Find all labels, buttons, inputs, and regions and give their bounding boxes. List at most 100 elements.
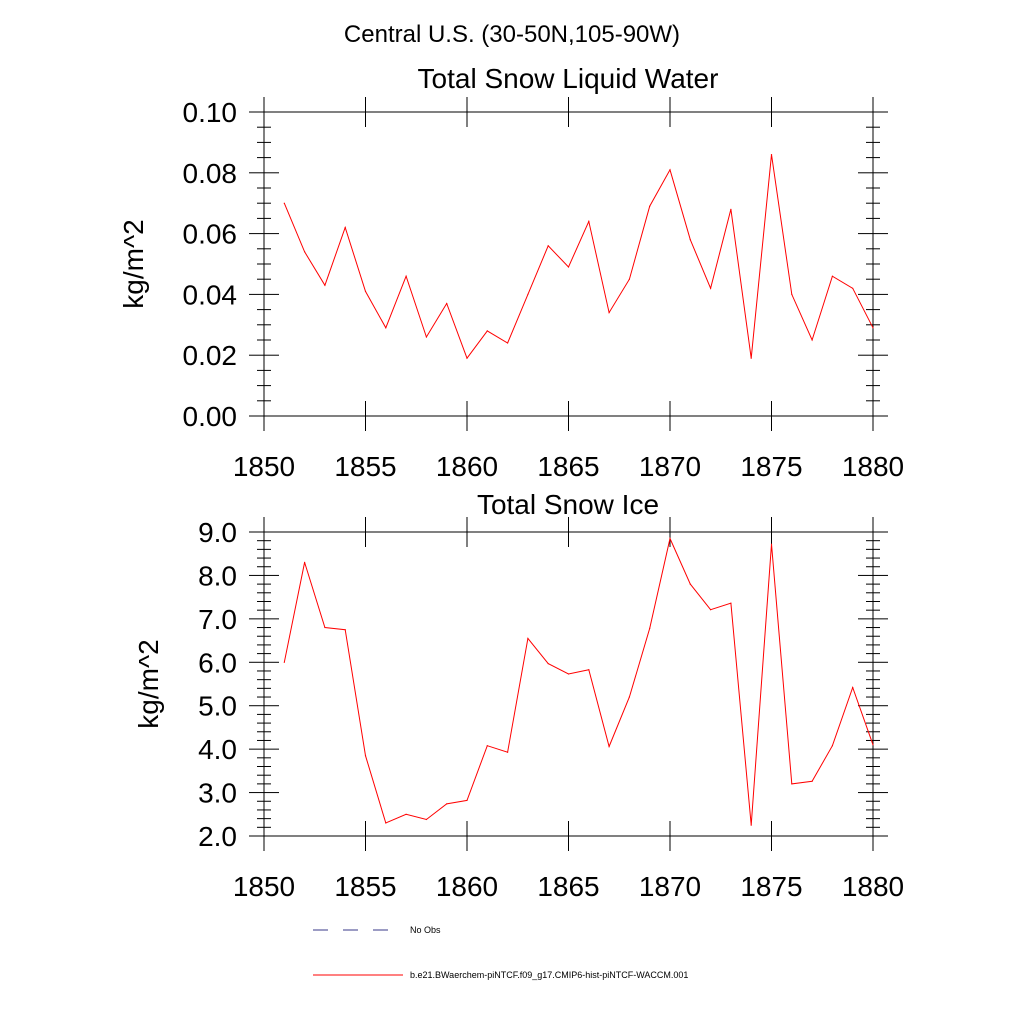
- x-tick-label-2: 1880: [842, 871, 904, 902]
- data-point-2: [425, 818, 427, 821]
- series-group-2: [283, 536, 874, 826]
- data-point-1: [730, 208, 732, 210]
- ticks-group-1: 1850 1855 1860 1865 1870 1875 1880 0.00 0.02 0.04…: [183, 97, 904, 482]
- data-point-1: [710, 287, 712, 289]
- series-line-1-1: [283, 154, 874, 360]
- data-point-2: [344, 629, 346, 631]
- y-tick-label-1: 0.08: [183, 158, 238, 189]
- data-point-2: [304, 561, 306, 564]
- data-point-2: [405, 813, 407, 815]
- x-tick-label-1: 1870: [639, 451, 701, 482]
- legend-item-model-run: b.e21.BWaerchem-piNTCF.f09_g17.CMIP6-his…: [313, 970, 688, 980]
- x-tick-label-1: 1860: [436, 451, 498, 482]
- data-point-1: [750, 357, 752, 359]
- data-point-2: [669, 537, 671, 540]
- data-point-1: [364, 290, 367, 292]
- data-point-2: [608, 745, 610, 748]
- data-point-1: [689, 239, 691, 241]
- y-tick-label-2: 2.0: [198, 821, 237, 852]
- ticks-group-2: 1850 1855 1860 1865 1870 1875 1880 2.0 3.0 4.0 5.0…: [198, 517, 904, 902]
- data-point-2: [547, 663, 549, 665]
- y-tick-label-2: 8.0: [198, 560, 237, 591]
- panel-title-snow-ice: Total Snow Ice: [477, 489, 659, 520]
- x-tick-label-2: 1860: [436, 871, 498, 902]
- y-tick-label-2: 3.0: [198, 778, 237, 809]
- data-point-2: [689, 583, 691, 585]
- data-point-1: [283, 202, 285, 204]
- data-point-1: [507, 342, 509, 344]
- data-point-1: [669, 169, 671, 171]
- x-tick-label-1: 1865: [537, 451, 599, 482]
- data-point-2: [567, 673, 570, 675]
- data-point-1: [324, 284, 326, 286]
- data-point-2: [507, 751, 509, 753]
- y-tick-label-1: 0.00: [183, 401, 238, 432]
- series-line-2-1: [283, 536, 874, 826]
- data-point-1: [770, 154, 773, 156]
- y-tick-label-1: 0.10: [183, 97, 238, 128]
- y-tick-label-2: 5.0: [198, 691, 237, 722]
- data-point-2: [770, 543, 773, 545]
- x-tick-label-2: 1870: [639, 871, 701, 902]
- data-point-2: [852, 686, 854, 689]
- data-point-1: [628, 278, 631, 280]
- data-point-1: [588, 220, 590, 222]
- data-point-1: [649, 205, 651, 207]
- x-tick-label-1: 1855: [334, 451, 396, 482]
- data-point-1: [791, 293, 793, 295]
- data-point-2: [628, 696, 631, 698]
- plot-frame-1: [263, 111, 874, 417]
- series-group-1: [283, 154, 874, 360]
- legend: No Obs b.e21.BWaerchem-piNTCF.f09_g17.CM…: [313, 925, 688, 980]
- x-tick-label-2: 1865: [537, 871, 599, 902]
- data-point-1: [466, 357, 468, 359]
- data-point-2: [730, 602, 732, 604]
- data-point-1: [486, 330, 488, 332]
- y-tick-label-1: 0.02: [183, 340, 238, 371]
- data-point-2: [811, 780, 813, 782]
- data-point-2: [466, 799, 468, 802]
- data-point-1: [304, 251, 306, 253]
- data-point-1: [872, 327, 874, 329]
- y-tick-label-2: 7.0: [198, 604, 237, 635]
- data-point-2: [446, 803, 448, 805]
- data-point-1: [567, 266, 570, 268]
- data-point-2: [486, 745, 488, 747]
- x-tick-label-2: 1855: [334, 871, 396, 902]
- x-tick-label-2: 1850: [233, 871, 295, 902]
- figure-title: Central U.S. (30-50N,105-90W): [344, 21, 680, 48]
- data-point-1: [547, 245, 549, 247]
- data-point-1: [852, 287, 854, 289]
- legend-label-model-run: b.e21.BWaerchem-piNTCF.f09_g17.CMIP6-his…: [410, 970, 688, 980]
- data-point-2: [649, 627, 651, 630]
- y-tick-label-2: 9.0: [198, 517, 237, 548]
- y-tick-label-2: 6.0: [198, 647, 237, 678]
- y-axis-label-1: kg/m^2: [118, 219, 149, 308]
- plot-frame-2: [263, 531, 874, 837]
- data-point-1: [344, 226, 346, 229]
- y-tick-label-1: 0.06: [183, 219, 238, 250]
- data-point-2: [750, 824, 752, 826]
- panel-snow-ice: Total Snow Ice 1850 1855 1860 1865 1870 1875 1…: [133, 489, 904, 902]
- data-point-2: [872, 744, 874, 746]
- data-point-2: [283, 661, 285, 663]
- data-point-2: [324, 626, 326, 629]
- legend-label-no-obs: No Obs: [410, 925, 441, 935]
- data-point-1: [811, 339, 813, 341]
- data-point-2: [385, 822, 387, 824]
- x-tick-label-2: 1875: [740, 871, 802, 902]
- data-point-1: [405, 275, 407, 277]
- data-point-1: [425, 336, 427, 338]
- x-tick-label-1: 1850: [233, 451, 295, 482]
- x-tick-label-1: 1880: [842, 451, 904, 482]
- y-tick-label-1: 0.04: [183, 279, 238, 310]
- data-point-1: [527, 293, 529, 295]
- y-axis-label-2: kg/m^2: [133, 639, 164, 728]
- data-point-2: [364, 755, 367, 757]
- data-point-2: [710, 609, 712, 611]
- data-point-1: [446, 302, 448, 305]
- panel-title-liquid-water: Total Snow Liquid Water: [418, 63, 719, 94]
- panel-liquid-water: Total Snow Liquid Water 1850 1855 1860 1865…: [118, 63, 904, 482]
- data-point-1: [831, 275, 834, 277]
